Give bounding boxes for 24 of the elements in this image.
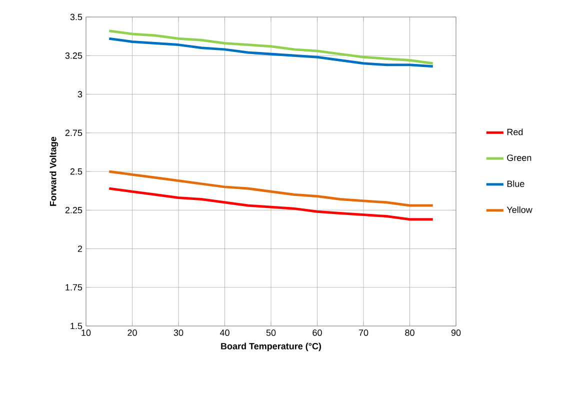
x-tick-label: 50 bbox=[266, 330, 276, 336]
x-tick-label: 60 bbox=[312, 330, 322, 336]
x-tick-label: 20 bbox=[128, 330, 137, 336]
y-tick-label: 1.75 bbox=[66, 284, 82, 291]
legend-label: Green bbox=[507, 154, 532, 161]
y-tick-label: 3 bbox=[78, 91, 82, 98]
y-tick-label: 2.25 bbox=[65, 206, 82, 214]
x-tick-label: 40 bbox=[220, 330, 230, 336]
x-tick-label: 70 bbox=[358, 330, 368, 336]
x-axis-title: Board Temperature (°C) bbox=[221, 342, 322, 352]
y-tick-label: 2 bbox=[78, 246, 82, 252]
legend-label: Blue bbox=[507, 180, 524, 187]
x-tick-label: 90 bbox=[451, 330, 461, 336]
y-tick-label: 2.5 bbox=[70, 168, 82, 175]
legend-label: Red bbox=[507, 128, 523, 136]
y-tick-label: 3.25 bbox=[65, 52, 82, 59]
y-tick-label: 2.75 bbox=[65, 130, 82, 136]
x-tick-label: 80 bbox=[405, 330, 414, 336]
y-tick-label: 1.5 bbox=[70, 322, 82, 330]
x-tick-label: 30 bbox=[174, 330, 184, 336]
legend-label: Yellow bbox=[506, 206, 532, 214]
y-tick-label: 3.5 bbox=[70, 14, 82, 20]
x-tick-label: 10 bbox=[82, 330, 91, 336]
y-axis-title: Forward Voltage bbox=[50, 136, 58, 206]
